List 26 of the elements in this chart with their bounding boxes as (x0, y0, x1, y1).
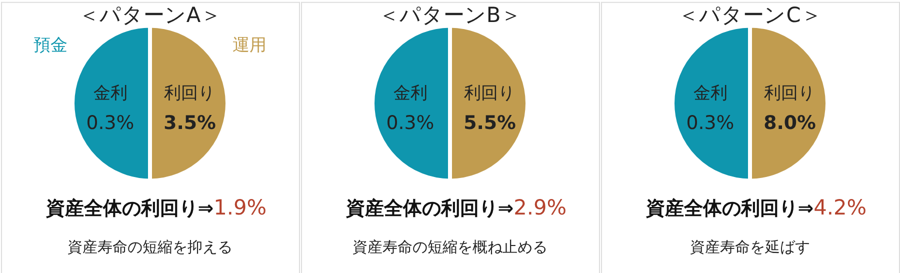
text: 0.3% (386, 112, 434, 134)
text: 資産全体の利回り⇒ (344, 197, 514, 220)
text: 利回り (464, 82, 516, 102)
chart-title: ＜パターンA＞ (78, 2, 222, 27)
text: 0.3% (686, 112, 734, 134)
text: 2.9% (514, 195, 567, 220)
text: 8.0% (764, 112, 816, 134)
text: 0.3% (86, 112, 134, 134)
text: 利回り (764, 82, 816, 102)
text: 5.5% (464, 112, 516, 134)
text: 1.9% (214, 195, 267, 220)
text: 4.2% (814, 195, 867, 220)
text: 資産全体の利回り⇒ (644, 197, 814, 220)
text: 資産寿命を延ばす (690, 238, 810, 256)
text: 3.5% (164, 112, 216, 134)
text: 資産寿命の短縮を概ね止める (352, 238, 548, 256)
text: 資産全体の利回り⇒ (44, 197, 214, 220)
text: 利回り (164, 82, 216, 102)
chart-title: ＜パターンB＞ (378, 2, 522, 27)
text: 資産寿命の短縮を抑える (68, 238, 232, 256)
text: 金利 (693, 82, 728, 102)
text: 金利 (93, 82, 128, 102)
chart-title: ＜パターンC＞ (678, 2, 822, 27)
slice-label: 運用 (232, 34, 266, 55)
text: 金利 (393, 82, 428, 102)
slice-label: 預金 (34, 34, 68, 55)
